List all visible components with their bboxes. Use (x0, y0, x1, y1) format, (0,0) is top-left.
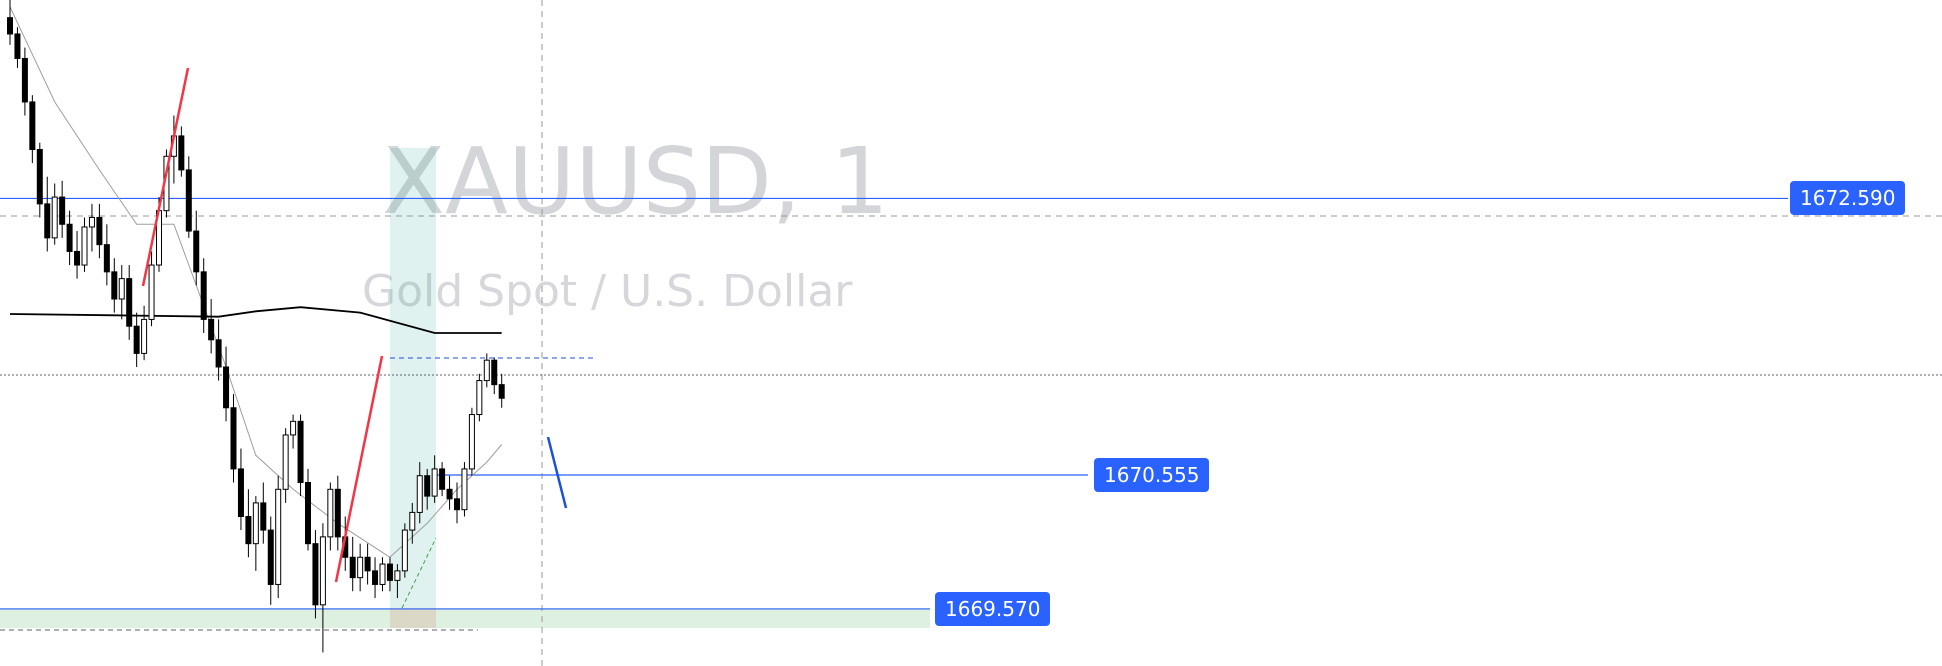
candle-body (193, 230, 200, 273)
price-tag-2[interactable]: 1669.570 (935, 591, 1051, 626)
candle-body (476, 380, 483, 416)
candle-body (431, 468, 438, 497)
candle-body (141, 318, 148, 354)
candle-body (133, 325, 140, 354)
candle-body (208, 318, 215, 341)
candle-body (14, 33, 21, 59)
candle-body (88, 216, 95, 228)
candle-body (386, 563, 393, 581)
candle-body (454, 498, 460, 511)
candle-body (178, 135, 185, 171)
candle-body (446, 488, 453, 500)
candle-body (357, 556, 364, 579)
candle-body (51, 196, 58, 239)
candle-body (334, 488, 341, 538)
candle-body (409, 511, 416, 531)
risk-diagonal (401, 537, 437, 609)
candle-body (111, 271, 118, 300)
candle-body (349, 556, 356, 579)
candle-body (245, 515, 252, 545)
candle-body (305, 482, 311, 545)
zigzag-red-lower (334, 355, 384, 583)
watermark-description: Gold Spot / U.S. Dollar (362, 266, 853, 317)
candle-body (36, 149, 43, 205)
candle-body (491, 359, 498, 386)
candle-body (416, 475, 423, 513)
long-position-zone (390, 148, 436, 608)
zigzag-blue (546, 436, 568, 509)
candle-body (312, 543, 319, 606)
candle-body (439, 468, 446, 490)
candle-body (81, 226, 88, 266)
candle-body (200, 271, 207, 320)
candle-body (401, 529, 408, 572)
target-zone (0, 608, 930, 628)
candle-body (327, 488, 334, 538)
candle-body (103, 244, 110, 273)
candle-body (7, 17, 13, 35)
candle-body (260, 502, 267, 531)
candle-body (185, 169, 192, 232)
candle-body (66, 223, 73, 252)
candle-body (44, 203, 51, 239)
candle-body (394, 570, 401, 581)
candle-body (461, 468, 468, 511)
candle-body (290, 420, 297, 436)
price-tag-0[interactable]: 1672.590 (1790, 181, 1906, 216)
candle-body (252, 502, 259, 545)
candle-body (424, 475, 431, 497)
candle-body (148, 264, 155, 320)
price-tag-1[interactable]: 1670.555 (1094, 458, 1210, 493)
candle-body (230, 407, 237, 470)
candle-body (118, 278, 125, 300)
candle-body (372, 570, 379, 585)
candle-body (468, 414, 475, 470)
candle-body (483, 359, 490, 382)
candle-body (215, 339, 222, 368)
watermark-symbol: XAUUSD, 1 (382, 128, 889, 235)
candle-body (267, 529, 274, 585)
candle-body (74, 250, 81, 266)
candle-body (126, 278, 133, 327)
candle-body (297, 420, 304, 484)
candle-body (59, 196, 66, 225)
moving-average-short (9, 6, 503, 558)
candle-body (319, 536, 326, 606)
candle-body (379, 563, 386, 585)
candle-body (21, 57, 28, 103)
candle-body (282, 434, 289, 490)
candle-body (223, 366, 230, 409)
candle-body (498, 384, 505, 399)
candle-body (96, 216, 103, 246)
zigzag-red-upper (141, 67, 190, 287)
candle-body (237, 468, 244, 517)
candle-body (29, 101, 36, 151)
candle-body (275, 488, 282, 585)
candle-body (364, 556, 371, 572)
